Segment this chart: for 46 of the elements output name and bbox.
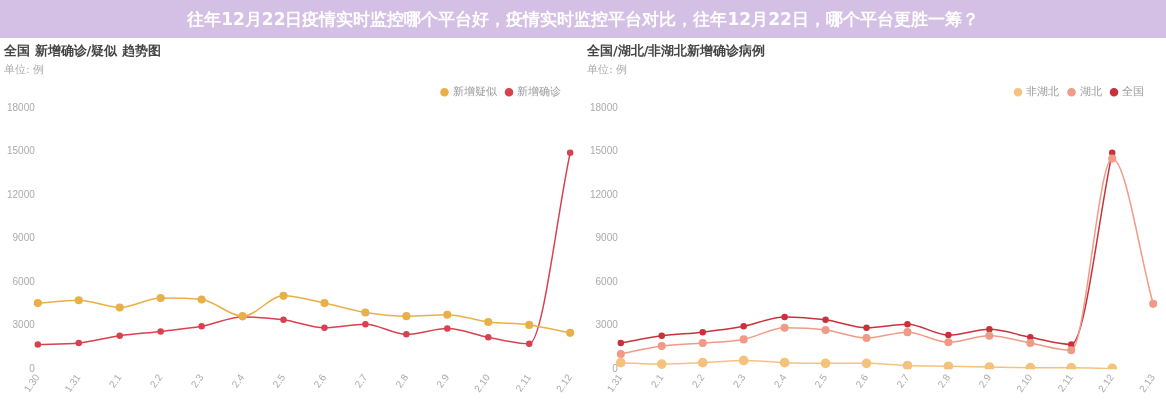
x-tick-label: 2.6 (311, 371, 329, 390)
y-tick-label: 9000 (595, 232, 619, 244)
x-tick-label: 2.4 (229, 371, 247, 390)
y-tick-label: 18000 (7, 101, 36, 113)
x-tick-label: 2.1 (106, 371, 124, 390)
x-tick-label: 2.2 (147, 371, 165, 390)
y-tick-label: 0 (29, 362, 36, 374)
x-tick-label: 2.5 (270, 371, 288, 390)
x-tick-label: 2.3 (188, 371, 206, 390)
legend-label: 湖北 (1079, 85, 1102, 99)
x-tick-label: 2.11 (513, 371, 534, 394)
legend-label: 全国 (1122, 85, 1144, 99)
x-tick-label: 2.8 (393, 371, 411, 390)
x-tick-label: 2.2 (689, 371, 707, 390)
text: 往年12月22日疫情实时监控哪个平台好，疫情实时监控平台对比，往年12月22日，哪个平台更胜一筹？ (0, 0, 1166, 38)
legend-label: 非湖北 (1026, 85, 1059, 99)
y-tick-label: 6000 (12, 275, 36, 287)
chart-title: 全国/湖北/非湖北新增确诊病例 (586, 43, 766, 59)
x-tick-label: 2.5 (812, 371, 830, 390)
x-tick-label: 1.31 (604, 371, 625, 395)
x-tick-label: 2.8 (935, 371, 953, 390)
y-tick-label: 6000 (595, 275, 619, 287)
y-tick-label: 18000 (590, 101, 619, 113)
x-tick-label: 2.1 (648, 371, 666, 390)
x-tick-label: 2.9 (976, 371, 994, 390)
chart-subtitle: 单位: 例 (587, 63, 628, 77)
x-tick-label: 2.9 (434, 371, 452, 390)
y-tick-label: 9000 (12, 232, 36, 244)
y-tick-label: 3000 (595, 319, 619, 331)
x-tick-label: 2.4 (771, 371, 789, 390)
chart-subtitle: 单位: 例 (4, 63, 45, 77)
x-tick-label: 2.7 (894, 371, 912, 390)
y-tick-label: 0 (612, 362, 619, 374)
y-tick-label: 12000 (590, 188, 619, 200)
y-tick-label: 15000 (7, 145, 36, 157)
x-tick-label: 1.31 (62, 371, 83, 395)
y-tick-label: 12000 (7, 188, 36, 200)
x-tick-label: 2.7 (352, 371, 370, 390)
x-tick-label: 2.6 (853, 371, 871, 390)
legend-label: 新增疑似 (452, 85, 497, 99)
x-tick-label: 2.3 (730, 371, 748, 390)
y-tick-label: 15000 (590, 145, 619, 157)
y-tick-label: 3000 (12, 319, 36, 331)
chart-title: 全国 新增确诊/疑似 趋势图 (3, 43, 161, 59)
legend-label: 新增确诊 (517, 85, 561, 99)
x-tick-label: 2.11 (1055, 371, 1076, 394)
